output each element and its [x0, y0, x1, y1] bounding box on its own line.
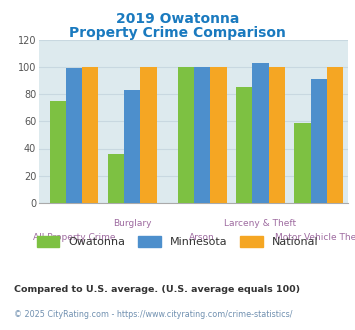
Bar [82, 67, 98, 203]
Text: Arson: Arson [189, 233, 215, 242]
Text: 2019 Owatonna: 2019 Owatonna [116, 12, 239, 25]
Bar [178, 67, 194, 203]
Text: © 2025 CityRating.com - https://www.cityrating.com/crime-statistics/: © 2025 CityRating.com - https://www.city… [14, 310, 293, 319]
Bar [269, 67, 285, 203]
Legend: Owatonna, Minnesota, National: Owatonna, Minnesota, National [32, 232, 323, 252]
Text: All Property Crime: All Property Crime [33, 233, 115, 242]
Text: Burglary: Burglary [113, 219, 152, 228]
Bar [50, 101, 66, 203]
Text: Motor Vehicle Theft: Motor Vehicle Theft [275, 233, 355, 242]
Bar [211, 67, 227, 203]
Text: Larceny & Theft: Larceny & Theft [224, 219, 296, 228]
Bar [294, 123, 311, 203]
Bar [141, 67, 157, 203]
Text: Property Crime Comparison: Property Crime Comparison [69, 26, 286, 40]
Bar [66, 68, 82, 203]
Bar [327, 67, 343, 203]
Bar [108, 154, 124, 203]
Bar [311, 79, 327, 203]
Bar [124, 90, 141, 203]
Text: Compared to U.S. average. (U.S. average equals 100): Compared to U.S. average. (U.S. average … [14, 285, 300, 294]
Bar [236, 87, 252, 203]
Bar [252, 63, 269, 203]
Bar [194, 67, 211, 203]
